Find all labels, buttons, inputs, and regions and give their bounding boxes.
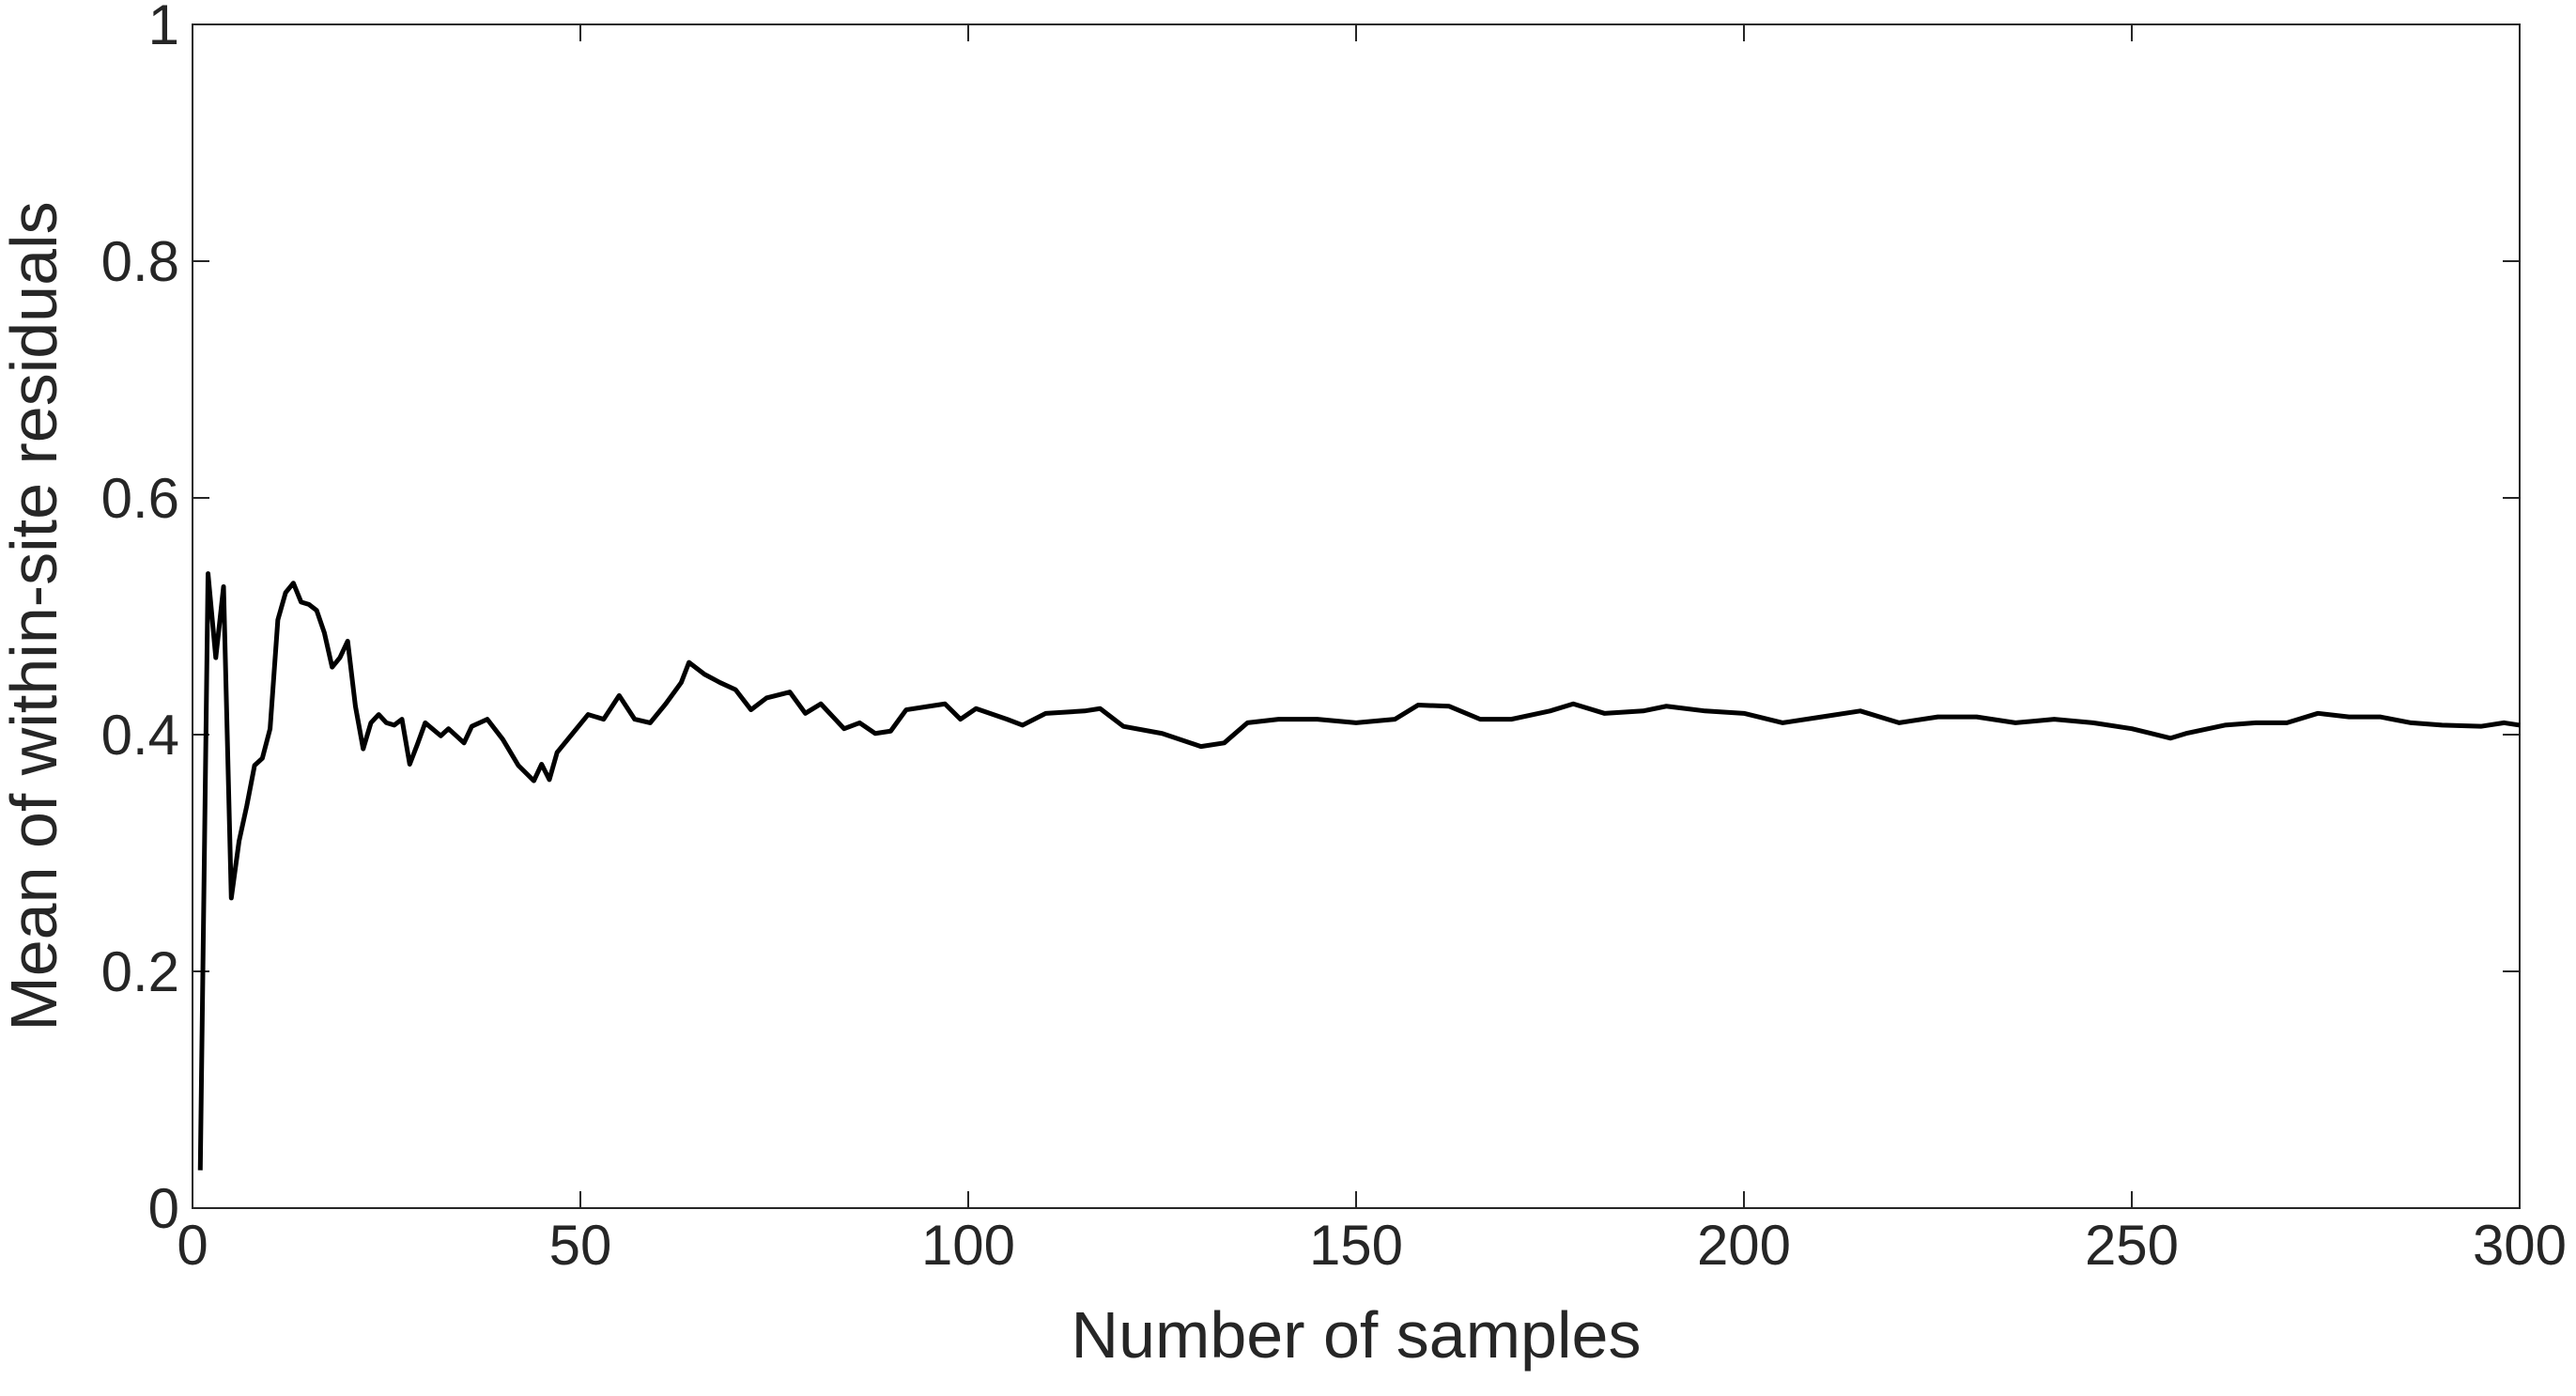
y-tick-label: 0.8 [101, 230, 179, 293]
y-tick-label: 0.6 [101, 467, 179, 530]
axes-box [192, 23, 2521, 1209]
x-axis-label: Number of samples [1072, 1298, 1642, 1372]
data-line [197, 571, 2521, 1171]
y-tick-label: 0.2 [101, 940, 179, 1003]
y-tick-label: 0.4 [101, 704, 179, 767]
y-axis-label: Mean of within-site residuals [0, 201, 70, 1031]
y-tick-label: 1 [148, 0, 179, 56]
x-tick-label: 100 [921, 1214, 1015, 1277]
x-tick-label: 50 [549, 1214, 612, 1277]
y-tick-label: 0 [148, 1177, 179, 1240]
x-tick-label: 150 [1309, 1214, 1403, 1277]
x-tick-label: 0 [177, 1214, 208, 1277]
x-tick-label: 300 [2473, 1214, 2567, 1277]
x-tick-label: 200 [1697, 1214, 1791, 1277]
x-tick-label: 250 [2085, 1214, 2179, 1277]
